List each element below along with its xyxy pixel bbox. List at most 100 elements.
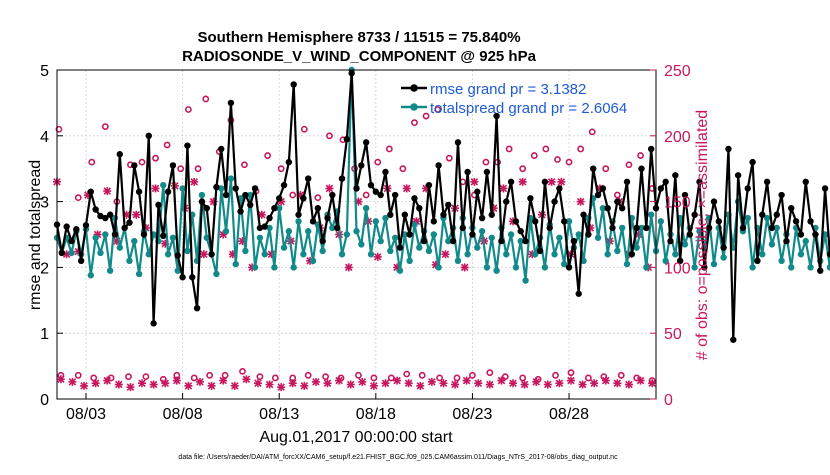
- y-axis-left-label: rmse and totalspread: [27, 160, 44, 310]
- series-point-rmse: [469, 231, 476, 238]
- series-point-rmse: [759, 211, 766, 218]
- series-point-rmse: [522, 237, 529, 245]
- series-point-rmse: [242, 191, 249, 199]
- obs-possible-marker: [289, 191, 297, 199]
- series-point-totalspread: [763, 214, 771, 222]
- series-point-rmse: [227, 99, 235, 107]
- obs-possible-marker: [418, 371, 426, 379]
- obs-possible-marker: [74, 371, 82, 379]
- series-point-totalspread: [145, 251, 152, 258]
- y-left-tick-label: 4: [40, 129, 49, 146]
- obs-possible-marker: [613, 191, 621, 199]
- series-point-totalspread: [92, 234, 99, 241]
- series-point-rmse: [464, 168, 471, 176]
- series-point-rmse: [580, 211, 587, 218]
- obs-assimilated-marker: [462, 376, 471, 385]
- series-point-totalspread: [116, 244, 123, 251]
- series-point-rmse: [565, 264, 573, 271]
- series-point-rmse: [319, 237, 326, 245]
- series-point-rmse: [353, 185, 360, 192]
- series-point-totalspread: [556, 234, 563, 241]
- series-point-rmse: [638, 165, 645, 172]
- obs-assimilated-marker: [624, 380, 633, 389]
- series-point-rmse: [536, 247, 544, 255]
- series-point-rmse: [507, 178, 515, 186]
- series-point-rmse: [802, 178, 809, 186]
- series-point-totalspread: [759, 251, 766, 258]
- series-point-totalspread: [807, 264, 814, 271]
- series-point-rmse: [68, 237, 75, 245]
- series-point-totalspread: [300, 251, 307, 258]
- obs-assimilated-marker: [532, 377, 541, 386]
- series-point-totalspread: [575, 231, 582, 238]
- series-point-totalspread: [720, 254, 727, 261]
- series-point-totalspread: [826, 264, 830, 271]
- series-point-totalspread: [68, 249, 75, 257]
- series-point-rmse: [416, 204, 423, 212]
- series-point-rmse: [488, 211, 495, 218]
- series-point-rmse: [817, 267, 824, 274]
- series-point-rmse: [362, 139, 370, 146]
- series-point-totalspread: [797, 251, 805, 258]
- legend-label-rmse: rmse grand pr = 3.1382: [430, 81, 586, 98]
- series-point-rmse: [348, 70, 355, 77]
- series-point-totalspread: [478, 228, 486, 235]
- series-point-totalspread: [411, 221, 418, 228]
- obs-assimilated-marker: [402, 184, 411, 193]
- obs-assimilated-marker: [80, 381, 89, 390]
- series-point-totalspread: [271, 264, 278, 271]
- obs-possible-marker: [422, 112, 430, 120]
- series-point-totalspread: [493, 267, 500, 274]
- series-point-rmse: [87, 188, 95, 195]
- y-left-tick-label: 1: [40, 326, 49, 343]
- series-point-rmse: [705, 224, 713, 232]
- chart-title-line-1: Southern Hemisphere 8733 / 11515 = 75.84…: [197, 29, 520, 46]
- obs-possible-marker: [184, 106, 192, 113]
- series-point-totalspread: [285, 228, 293, 235]
- series-point-rmse: [63, 223, 70, 230]
- y-right-tick-label: 200: [664, 129, 691, 146]
- series-point-rmse: [734, 172, 742, 179]
- obs-possible-marker: [55, 125, 63, 133]
- obs-assimilated-marker: [103, 187, 112, 196]
- series-point-rmse: [314, 204, 322, 212]
- series-point-rmse: [261, 223, 268, 230]
- series-point-rmse: [662, 178, 669, 186]
- series-point-rmse: [401, 211, 409, 218]
- series-point-rmse: [285, 158, 293, 166]
- obs-possible-marker: [411, 119, 418, 127]
- series-point-rmse: [498, 237, 505, 245]
- obs-possible-marker: [264, 152, 272, 159]
- series-point-totalspread: [280, 244, 288, 251]
- series-point-rmse: [266, 214, 273, 222]
- obs-possible-marker: [453, 374, 461, 382]
- obs-possible-marker: [434, 106, 442, 113]
- obs-possible-marker: [355, 371, 362, 379]
- obs-assimilated-marker: [601, 376, 610, 385]
- series-point-rmse: [628, 251, 636, 258]
- series-point-rmse: [546, 224, 553, 232]
- series-point-rmse: [633, 224, 640, 232]
- series-point-totalspread: [372, 218, 380, 225]
- series-point-rmse: [541, 178, 549, 186]
- obs-assimilated-marker: [555, 379, 564, 388]
- series-point-totalspread: [227, 175, 235, 182]
- obs-assimilated-marker: [441, 250, 450, 259]
- series-point-rmse: [585, 231, 592, 238]
- y-right-tick-label: 100: [664, 260, 691, 277]
- series-point-totalspread: [710, 260, 718, 268]
- obs-possible-marker: [206, 371, 214, 379]
- series-point-rmse: [271, 204, 278, 212]
- obs-assimilated-marker: [265, 380, 274, 389]
- series-point-totalspread: [218, 185, 225, 192]
- series-point-rmse: [343, 135, 351, 143]
- series-point-totalspread: [329, 224, 336, 232]
- series-point-rmse: [367, 181, 375, 189]
- obs-assimilated-marker: [184, 381, 193, 390]
- obs-possible-marker: [370, 374, 378, 382]
- series-point-totalspread: [358, 241, 365, 248]
- obs-possible-marker: [385, 145, 393, 153]
- obs-possible-marker: [625, 161, 633, 169]
- series-point-rmse: [768, 224, 776, 232]
- series-point-rmse: [474, 188, 481, 195]
